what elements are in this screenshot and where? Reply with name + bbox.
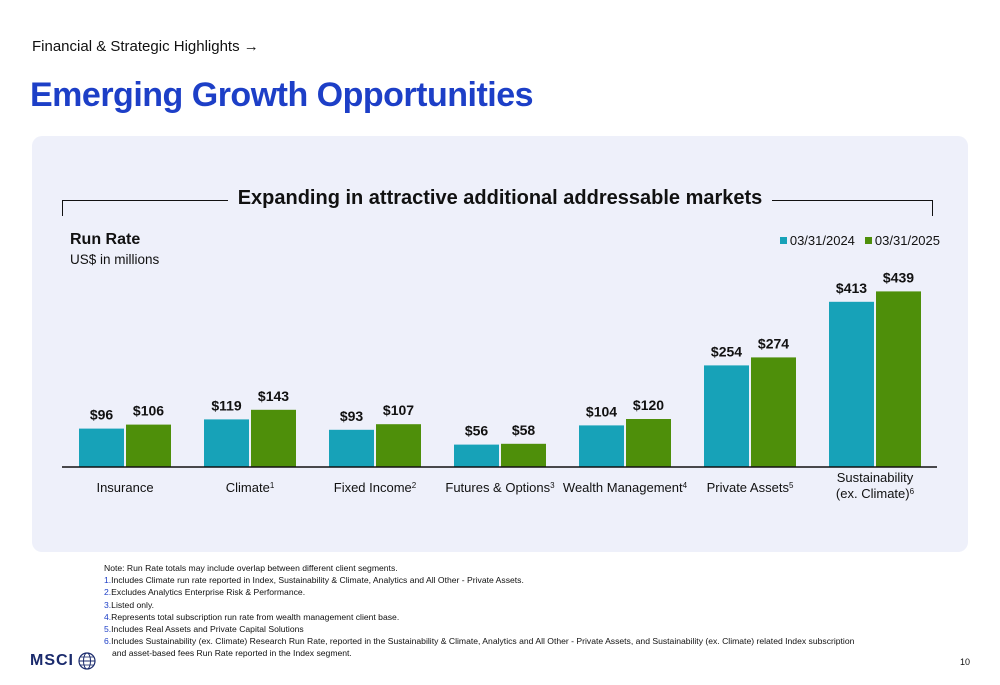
note-text: Represents total subscription run rate f…	[111, 611, 400, 622]
category-label: (ex. Climate)6	[836, 486, 915, 501]
note-intro: Note: Run Rate totals may include overla…	[104, 563, 398, 573]
data-label: $106	[133, 403, 164, 419]
category-label: Futures & Options3	[445, 480, 555, 495]
data-label: $104	[586, 403, 617, 419]
category-label: Insurance	[96, 480, 153, 495]
legend-swatch-2025	[864, 237, 872, 244]
footnote-marker: 4	[683, 481, 688, 490]
category-label: Sustainability	[837, 470, 914, 485]
data-label: $107	[383, 402, 414, 418]
bar-2024	[829, 301, 874, 467]
note-6: 6. Includes Sustainability (ex. Climate) …	[104, 635, 854, 647]
bar-2025	[126, 424, 171, 467]
note-number: 3.	[104, 599, 112, 610]
note-2: 2. Excludes Analytics Enterprise Risk & P…	[104, 586, 854, 598]
msci-logo: MSCI	[30, 652, 96, 670]
chart-panel: Expanding in attractive additional addre…	[32, 136, 968, 552]
bar-2024	[704, 365, 749, 467]
data-label: $439	[883, 269, 914, 285]
note-3: 3. Listed only.	[104, 599, 854, 611]
note-5: 5. Includes Real Assets and Private Capit…	[104, 623, 854, 635]
legend-swatch-2024	[779, 237, 787, 244]
note-4: 4. Represents total subscription run rate…	[104, 611, 854, 623]
bar-2025	[501, 443, 546, 467]
bar-2025	[751, 357, 796, 467]
data-label: $120	[633, 397, 664, 413]
note-number: 5.	[104, 624, 112, 635]
note-number: 6.	[104, 636, 112, 647]
note-text: Includes Sustainability (ex. Climate) Re…	[111, 636, 855, 647]
data-label: $274	[758, 335, 789, 351]
chart-subtitle: US$ in millions	[70, 252, 160, 267]
note-number: 2.	[104, 587, 112, 598]
legend-label-2024: 03/31/2024	[789, 233, 855, 248]
bar-2025	[626, 419, 671, 467]
bracket-right-tick	[932, 200, 933, 216]
bar-2024	[79, 428, 124, 467]
note-text: Excludes Analytics Enterprise Risk & Per…	[111, 587, 306, 598]
data-label: $143	[258, 388, 289, 404]
category-label: Fixed Income2	[334, 480, 417, 495]
page-title: Emerging Growth Opportunities	[30, 76, 534, 114]
breadcrumb[interactable]: Financial & Strategic Highlights →	[32, 38, 259, 55]
logo-text: MSCI	[30, 652, 74, 669]
data-label: $96	[90, 407, 114, 423]
data-label: $93	[340, 408, 364, 424]
category-label: Climate1	[226, 480, 275, 495]
footnote-marker: 2	[412, 481, 417, 490]
data-label: $56	[465, 423, 489, 439]
data-label: $58	[512, 422, 536, 438]
bar-2024	[454, 444, 499, 467]
page-number: 10	[959, 657, 970, 667]
bar-2025	[876, 291, 921, 467]
chart-title: Run Rate	[70, 231, 141, 248]
legend-item-2024: 03/31/2024	[779, 233, 855, 248]
legend-item-2025: 03/31/2025	[864, 233, 940, 248]
category-label: Wealth Management4	[563, 480, 688, 495]
globe-icon	[78, 652, 96, 670]
note-text: Includes Real Assets and Private Capital…	[111, 624, 304, 635]
note-number: 4.	[104, 611, 112, 622]
bracket-left-tick	[62, 200, 63, 216]
bar-chart: $96 $106 Insurance $119 $143 Climate1 $93 $107 F…	[62, 269, 937, 501]
bar-2024	[329, 429, 374, 467]
note-1: 1. Includes Climate run rate reported in…	[104, 574, 854, 586]
footnote-marker: 6	[910, 487, 915, 496]
footnotes: Note: Run Rate totals may include overla…	[104, 562, 854, 660]
bar-2025	[251, 409, 296, 467]
data-label: $119	[211, 397, 242, 413]
note-number: 1.	[104, 575, 112, 586]
bar-2024	[579, 425, 624, 467]
legend: 03/31/2024 03/31/2025	[779, 233, 940, 248]
bar-2024	[204, 419, 249, 467]
category-label: Private Assets5	[707, 480, 794, 495]
bar-2025	[376, 424, 421, 467]
note-text: Listed only.	[111, 599, 155, 610]
footnote-marker: 3	[550, 481, 555, 490]
legend-label-2025: 03/31/2025	[874, 233, 940, 248]
note-6-continuation: and asset-based fees Run Rate reported i…	[112, 648, 352, 659]
data-label: $254	[711, 343, 742, 359]
footnote-marker: 5	[789, 481, 794, 490]
footnote-marker: 1	[270, 481, 275, 490]
note-text: Includes Climate run rate reported in In…	[111, 575, 524, 586]
data-label: $413	[836, 280, 867, 296]
